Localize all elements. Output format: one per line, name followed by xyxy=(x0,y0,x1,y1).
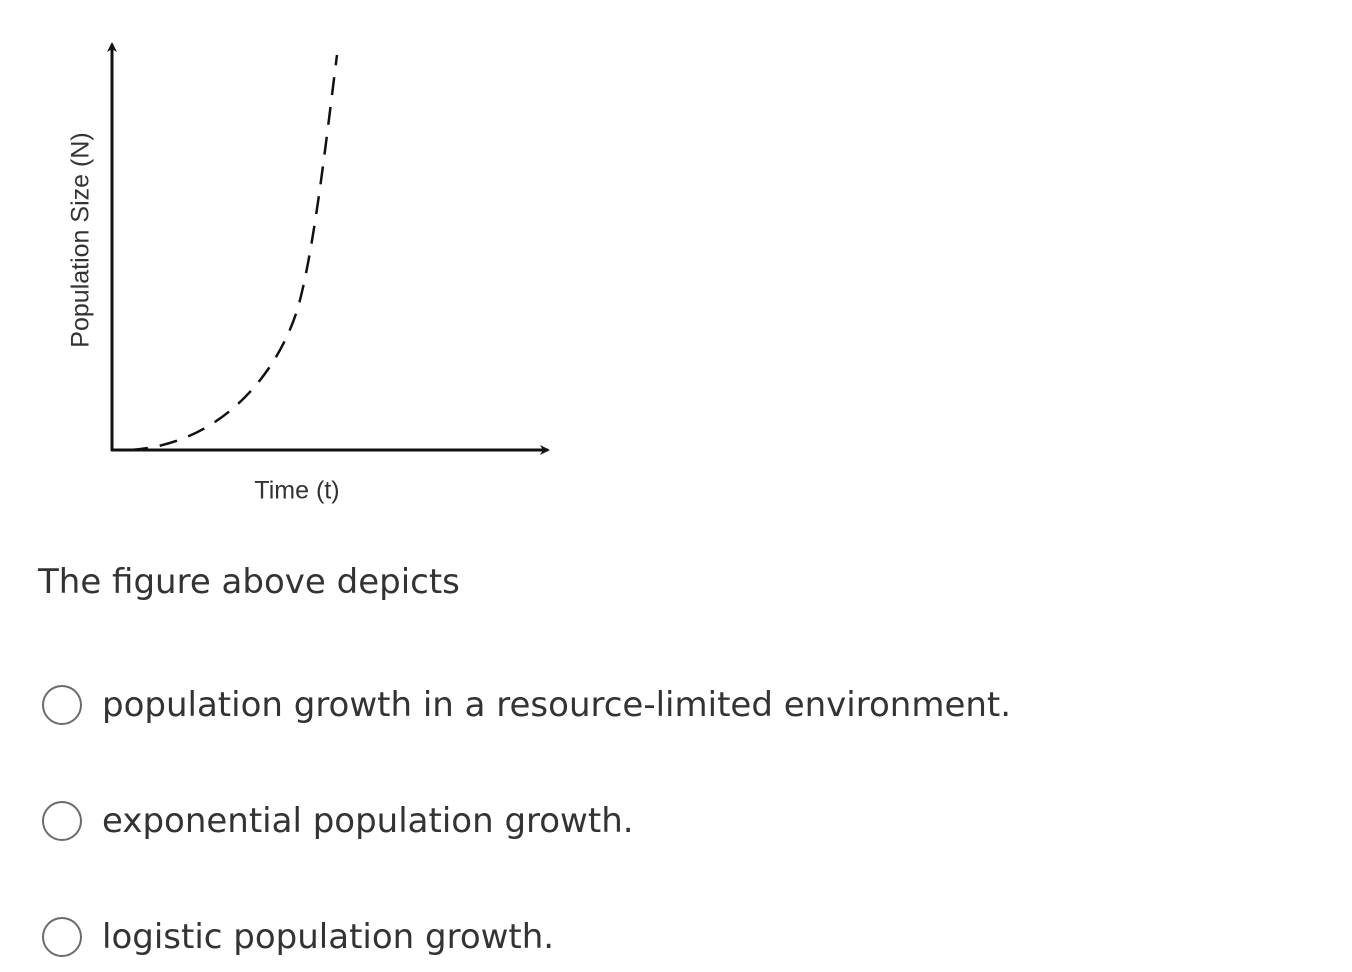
option[interactable]: population growth in a resource-limited … xyxy=(42,682,1011,728)
x-axis-label: Time (t) xyxy=(254,477,339,505)
question: The figure above depicts xyxy=(38,562,460,602)
option[interactable]: logistic population growth. xyxy=(42,914,554,960)
figure: Population Size (N) Time (t) xyxy=(67,42,550,505)
y-axis-label: Population Size (N) xyxy=(67,132,95,347)
radio-button[interactable] xyxy=(42,801,82,841)
option-text[interactable]: logistic population growth. xyxy=(102,917,555,957)
radio-button[interactable] xyxy=(42,685,82,725)
option[interactable]: exponential population growth. xyxy=(42,798,634,844)
growth-curve xyxy=(129,54,339,452)
radio-button[interactable] xyxy=(42,917,82,957)
option-text[interactable]: population growth in a resource-limited … xyxy=(102,685,1012,725)
option-text[interactable]: exponential population growth. xyxy=(102,801,634,841)
